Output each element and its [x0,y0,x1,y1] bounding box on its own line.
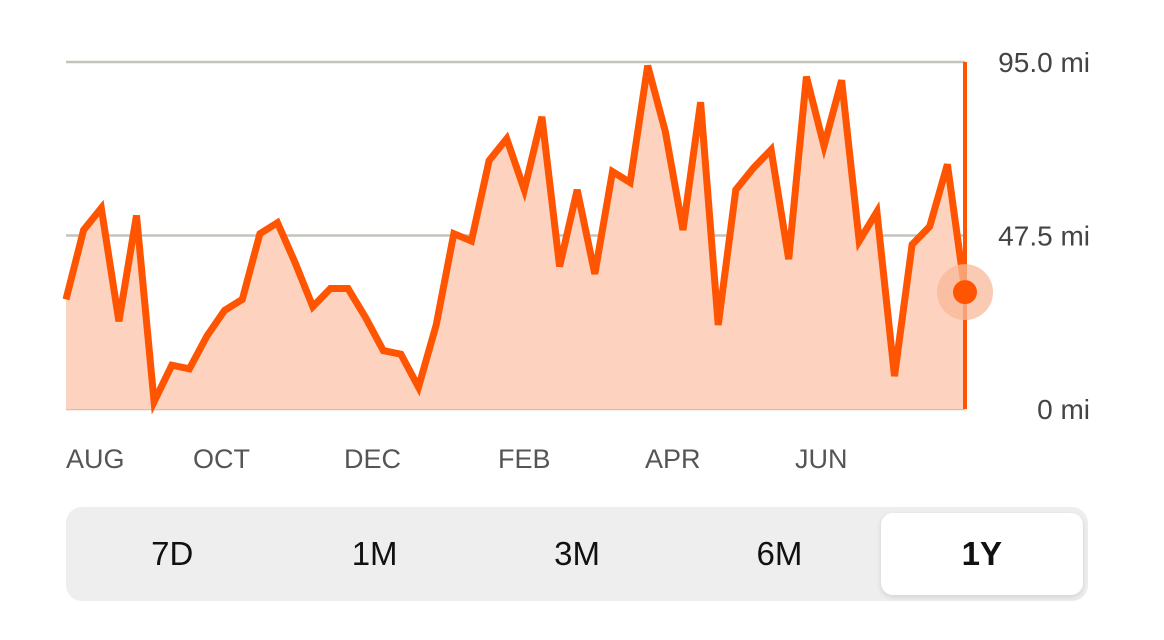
y-axis-labels: 95.0 mi 47.5 mi 0 mi [998,47,1090,425]
y-tick-label: 47.5 mi [998,221,1090,252]
x-axis-labels: AUG OCT DEC FEB APR JUN [66,444,848,474]
y-tick-label: 95.0 mi [998,47,1090,78]
y-tick-label: 0 mi [1037,394,1090,425]
distance-chart: 95.0 mi 47.5 mi 0 mi AUG OCT DEC FEB APR JUN [62,47,1090,474]
time-range-selector: 7D 1M 3M 6M 1Y [66,507,1088,601]
range-option-1m[interactable]: 1M [351,535,398,572]
range-option-3m[interactable]: 3M [554,535,600,572]
range-option-6m[interactable]: 6M [756,535,803,572]
range-option-7d[interactable]: 7D [151,535,194,572]
area-fill [66,65,965,409]
x-tick-label: APR [645,444,701,474]
series-line [62,64,969,415]
range-option-1y[interactable]: 1Y [880,513,1084,595]
selection-marker[interactable] [953,280,977,305]
x-tick-label: FEB [498,444,551,474]
x-tick-label: OCT [193,444,250,474]
x-tick-label: AUG [66,444,125,474]
x-tick-label: JUN [795,444,848,474]
x-tick-label: DEC [344,444,401,474]
